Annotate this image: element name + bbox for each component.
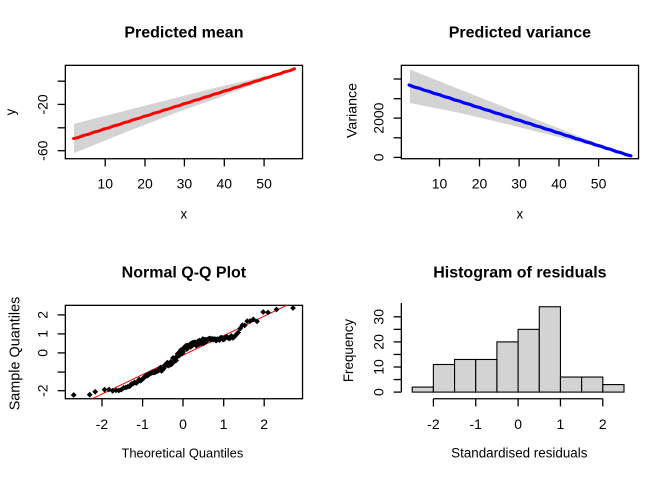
svg-text:1: 1 <box>557 416 565 432</box>
svg-text:40: 40 <box>217 175 233 191</box>
svg-text:0: 0 <box>514 416 522 432</box>
svg-text:20: 20 <box>370 334 386 350</box>
svg-text:y: y <box>3 108 18 115</box>
svg-text:30: 30 <box>177 175 193 191</box>
svg-text:0: 0 <box>370 388 386 396</box>
svg-text:-2: -2 <box>34 384 50 397</box>
svg-text:0: 0 <box>34 349 50 357</box>
svg-text:30: 30 <box>370 309 386 325</box>
svg-text:2: 2 <box>599 416 607 432</box>
svg-text:1: 1 <box>34 330 50 338</box>
svg-text:10: 10 <box>370 359 386 375</box>
svg-text:-60: -60 <box>34 140 50 160</box>
svg-text:-2: -2 <box>96 416 109 432</box>
svg-text:x: x <box>517 207 524 222</box>
svg-text:Frequency: Frequency <box>341 319 356 383</box>
svg-text:2000: 2000 <box>370 102 386 133</box>
svg-text:x: x <box>181 207 188 222</box>
svg-text:50: 50 <box>256 175 272 191</box>
svg-text:Normal Q-Q Plot: Normal Q-Q Plot <box>122 265 247 282</box>
svg-text:2: 2 <box>260 416 268 432</box>
svg-text:0: 0 <box>370 153 386 161</box>
svg-text:Histogram of residuals: Histogram of residuals <box>433 265 606 282</box>
svg-text:20: 20 <box>472 175 488 191</box>
svg-text:-1: -1 <box>470 416 483 432</box>
svg-text:Predicted mean: Predicted mean <box>124 25 243 42</box>
svg-text:Sample Quantiles: Sample Quantiles <box>8 297 24 411</box>
svg-text:10: 10 <box>432 175 448 191</box>
svg-text:50: 50 <box>591 175 607 191</box>
svg-text:0: 0 <box>179 416 187 432</box>
svg-text:Variance: Variance <box>344 83 360 138</box>
svg-text:20: 20 <box>137 175 153 191</box>
svg-text:Standardised residuals: Standardised residuals <box>451 446 588 461</box>
svg-text:1: 1 <box>220 416 228 432</box>
svg-text:Predicted variance: Predicted variance <box>449 25 591 42</box>
svg-text:10: 10 <box>97 175 113 191</box>
svg-text:-2: -2 <box>427 416 440 432</box>
svg-text:Theoretical Quantiles: Theoretical Quantiles <box>121 446 243 461</box>
svg-text:-1: -1 <box>136 416 149 432</box>
svg-text:30: 30 <box>511 175 527 191</box>
svg-text:40: 40 <box>551 175 567 191</box>
svg-text:-20: -20 <box>34 94 50 114</box>
svg-text:2: 2 <box>34 311 50 319</box>
